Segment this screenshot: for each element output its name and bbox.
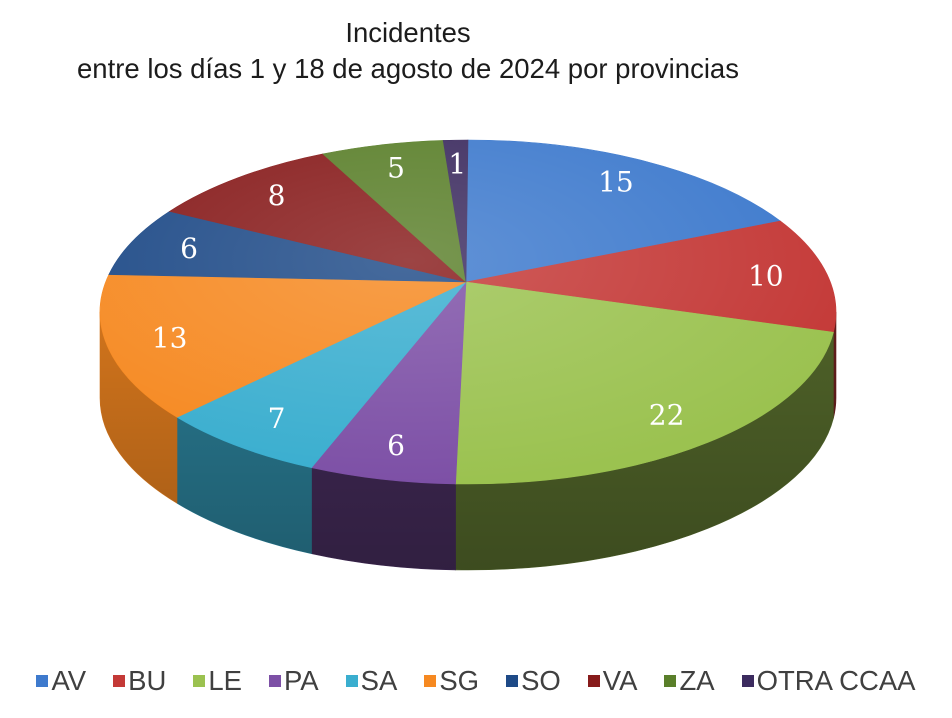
legend-swatch-le [193,675,206,687]
data-label-pa: 6 [387,429,405,462]
legend-swatch-so [506,675,519,687]
data-label-sg: 13 [152,322,188,355]
chart-title: Incidentes entre los días 1 y 18 de agos… [0,15,816,87]
legend-swatch-bu [113,675,126,687]
legend-item-za: ZA [664,664,715,698]
legend-label-sg: SG [439,665,480,696]
chart-legend: AV BU LE PA SA SG SO VA ZA OTRA CCAA [0,664,952,698]
legend-swatch-otra-ccaa [741,675,754,687]
legend-label-le: LE [208,665,242,696]
legend-item-sa: SA [345,664,398,698]
legend-item-so: SO [506,664,561,698]
pie-side-shading [100,312,836,570]
legend-label-otra-ccaa: OTRA CCAA [756,665,916,696]
legend-swatch-sa [345,675,358,687]
pie-data-labels: 15 10 22 6 7 13 6 8 5 1 [152,148,784,463]
legend-label-bu: BU [128,665,167,696]
legend-item-pa: PA [268,664,319,698]
data-label-bu: 10 [748,259,784,292]
data-label-za: 5 [387,152,405,185]
data-label-so: 6 [180,232,198,265]
pie-chart: 15 10 22 6 7 13 6 8 5 1 [99,139,837,571]
legend-item-sg: SG [424,664,479,698]
legend-label-va: VA [602,665,638,696]
legend-swatch-sg [424,675,437,687]
legend-swatch-pa [268,675,281,687]
legend-label-av: AV [51,665,87,696]
data-label-le: 22 [649,399,685,432]
legend-swatch-va [587,675,600,687]
legend-label-so: SO [521,665,561,696]
chart-title-line-2: entre los días 1 y 18 de agosto de 2024 … [77,53,739,84]
pie-top-faces [99,139,837,485]
legend-swatch-za [664,675,677,687]
legend-item-av: AV [36,664,86,698]
legend-item-bu: BU [113,664,166,698]
legend-item-otra-ccaa: OTRA CCAA [741,664,916,698]
legend-item-va: VA [587,664,638,698]
data-label-va: 8 [268,179,286,212]
data-label-otra-ccaa: 1 [448,148,466,181]
legend-label-za: ZA [679,665,715,696]
legend-item-le: LE [193,664,242,698]
data-label-sa: 7 [268,402,286,435]
chart-title-line-1: Incidentes [345,17,471,48]
legend-label-sa: SA [360,665,398,696]
legend-swatch-av [36,675,49,687]
data-label-av: 15 [598,166,634,199]
legend-label-pa: PA [283,665,319,696]
